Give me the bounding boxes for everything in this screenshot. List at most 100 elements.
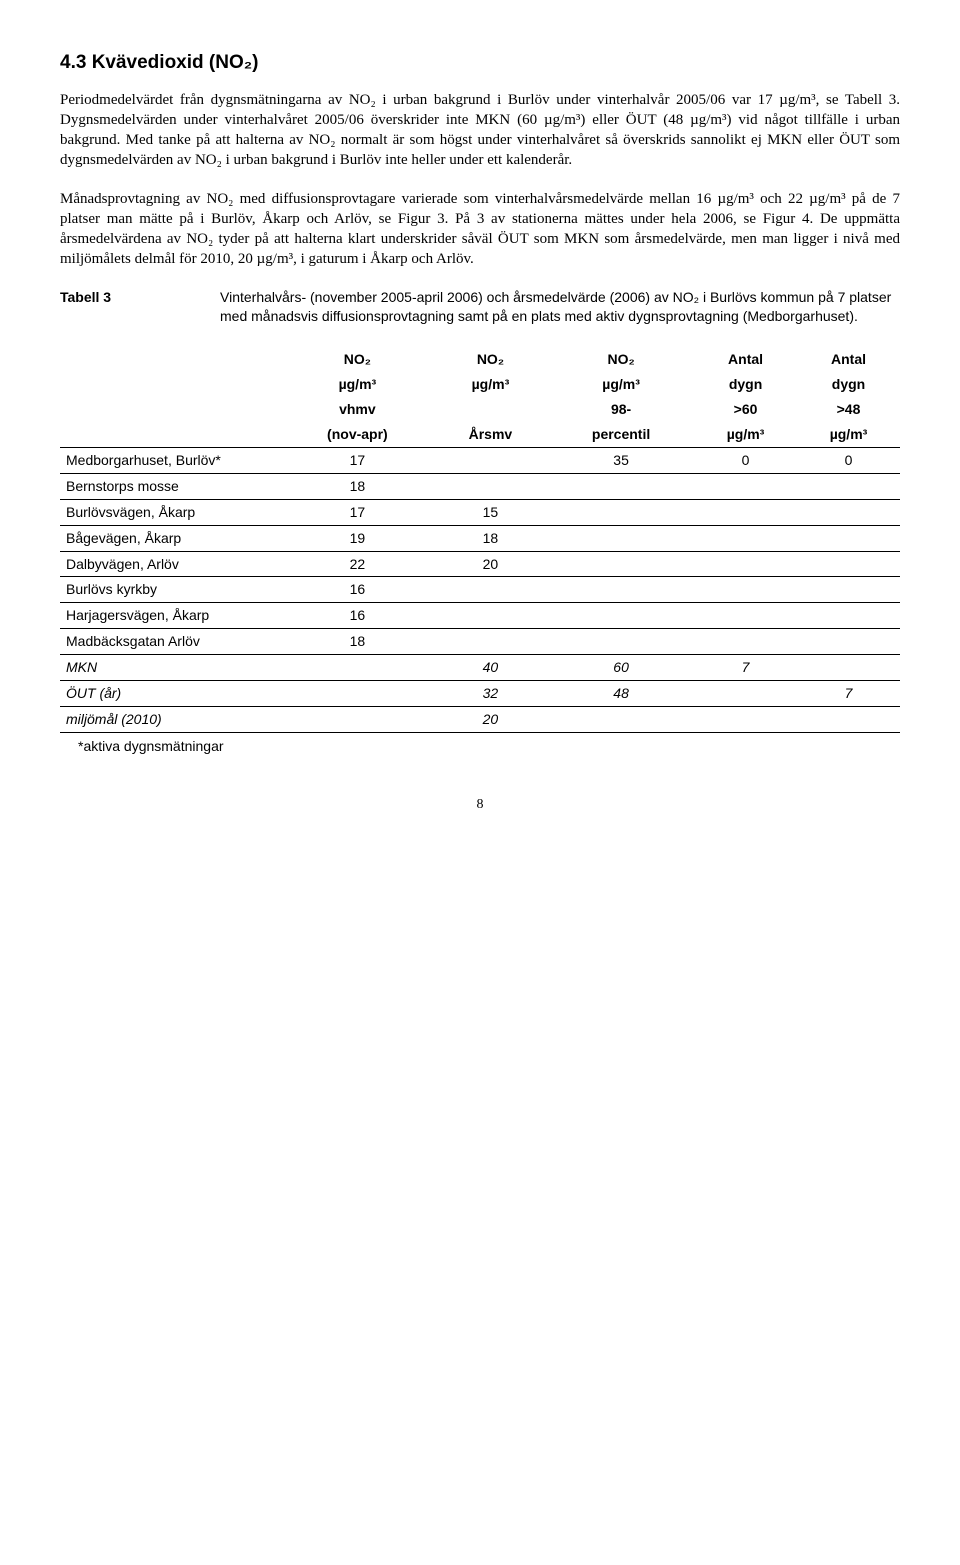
table-header-cell: Antal [797, 347, 900, 372]
table-cell [548, 473, 694, 499]
table-cell [694, 473, 797, 499]
table-cell: 17 [282, 499, 433, 525]
table-cell [548, 629, 694, 655]
table-cell [694, 577, 797, 603]
table-cell [694, 681, 797, 707]
table-header-cell: Antal [694, 347, 797, 372]
table-row: Medborgarhuset, Burlöv*173500 [60, 447, 900, 473]
table-cell: 18 [282, 473, 433, 499]
table-cell [433, 603, 548, 629]
table-body: Medborgarhuset, Burlöv*173500Bernstorps … [60, 447, 900, 732]
table-header-cell: percentil [548, 422, 694, 447]
row-label: Bernstorps mosse [60, 473, 282, 499]
row-label: Bågevägen, Åkarp [60, 525, 282, 551]
table-header-cell: (nov-apr) [282, 422, 433, 447]
table-cell [433, 473, 548, 499]
row-label: Dalbyvägen, Arlöv [60, 551, 282, 577]
table-cell [548, 603, 694, 629]
table-row: Dalbyvägen, Arlöv2220 [60, 551, 900, 577]
table-cell: 35 [548, 447, 694, 473]
row-label: Medborgarhuset, Burlöv* [60, 447, 282, 473]
table-cell: 7 [797, 681, 900, 707]
table-cell [797, 499, 900, 525]
table-cell: 18 [282, 629, 433, 655]
table-cell [433, 447, 548, 473]
row-label: Madbäcksgatan Arlöv [60, 629, 282, 655]
table-row: Burlövs kyrkby16 [60, 577, 900, 603]
table-cell: 17 [282, 447, 433, 473]
table-header-cell: µg/m³ [548, 372, 694, 397]
table-cell [694, 551, 797, 577]
table-label: Tabell 3 [60, 288, 220, 326]
table-header-cell [60, 422, 282, 447]
table-cell: 48 [548, 681, 694, 707]
table-cell [797, 551, 900, 577]
table-cell [797, 629, 900, 655]
page-number: 8 [60, 796, 900, 815]
row-label: Burlövs kyrkby [60, 577, 282, 603]
table-caption: Vinterhalvårs- (november 2005-april 2006… [220, 288, 900, 326]
no2-table: NO₂NO₂NO₂AntalAntalµg/m³µg/m³µg/m³dygndy… [60, 347, 900, 732]
table-cell: 0 [694, 447, 797, 473]
row-label: Burlövsvägen, Åkarp [60, 499, 282, 525]
table-header-cell: >48 [797, 397, 900, 422]
table-row: Harjagersvägen, Åkarp16 [60, 603, 900, 629]
table-row: ÖUT (år) 3248 7 [60, 681, 900, 707]
table-header-cell: NO₂ [433, 347, 548, 372]
table-cell [548, 577, 694, 603]
table-cell: 16 [282, 577, 433, 603]
table-cell [694, 525, 797, 551]
table-header-cell: dygn [694, 372, 797, 397]
table-cell: 60 [548, 655, 694, 681]
table-cell [282, 681, 433, 707]
table-cell [797, 473, 900, 499]
table-header-cell [60, 347, 282, 372]
row-label: miljömål (2010) [60, 706, 282, 732]
row-label: Harjagersvägen, Åkarp [60, 603, 282, 629]
table-head: NO₂NO₂NO₂AntalAntalµg/m³µg/m³µg/m³dygndy… [60, 347, 900, 447]
table-header-cell [60, 372, 282, 397]
table-cell [433, 629, 548, 655]
table-cell [433, 577, 548, 603]
table-cell [548, 706, 694, 732]
row-label: MKN [60, 655, 282, 681]
table-cell [694, 629, 797, 655]
table-cell: 16 [282, 603, 433, 629]
table-header-cell: 98- [548, 397, 694, 422]
table-header-cell: >60 [694, 397, 797, 422]
table-cell: 15 [433, 499, 548, 525]
table-row: miljömål (2010)20 [60, 706, 900, 732]
table-caption-block: Tabell 3 Vinterhalvårs- (november 2005-a… [60, 288, 900, 326]
table-cell [548, 551, 694, 577]
table-row: Madbäcksgatan Arlöv18 [60, 629, 900, 655]
table-cell: 40 [433, 655, 548, 681]
table-cell [797, 577, 900, 603]
table-header-cell: vhmv [282, 397, 433, 422]
table-header-cell: Årsmv [433, 422, 548, 447]
table-header-cell: dygn [797, 372, 900, 397]
table-cell [797, 655, 900, 681]
table-cell: 0 [797, 447, 900, 473]
section-heading: 4.3 Kvävedioxid (NO₂) [60, 50, 900, 76]
table-header-cell: µg/m³ [282, 372, 433, 397]
table-row: Burlövsvägen, Åkarp1715 [60, 499, 900, 525]
paragraph-2: Månadsprovtagning av NO₂ med diffusionsp… [60, 189, 900, 270]
table-cell: 20 [433, 551, 548, 577]
table-header-cell: µg/m³ [797, 422, 900, 447]
table-header-cell: NO₂ [282, 347, 433, 372]
table-cell [282, 655, 433, 681]
table-cell: 19 [282, 525, 433, 551]
table-cell [797, 706, 900, 732]
table-row: MKN40607 [60, 655, 900, 681]
table-cell: 18 [433, 525, 548, 551]
table-cell [694, 499, 797, 525]
table-cell [797, 603, 900, 629]
table-cell [282, 706, 433, 732]
table-cell [548, 525, 694, 551]
table-cell [694, 706, 797, 732]
row-label: ÖUT (år) [60, 681, 282, 707]
table-cell: 32 [433, 681, 548, 707]
table-cell: 22 [282, 551, 433, 577]
table-header-cell [60, 397, 282, 422]
table-header-cell [433, 397, 548, 422]
